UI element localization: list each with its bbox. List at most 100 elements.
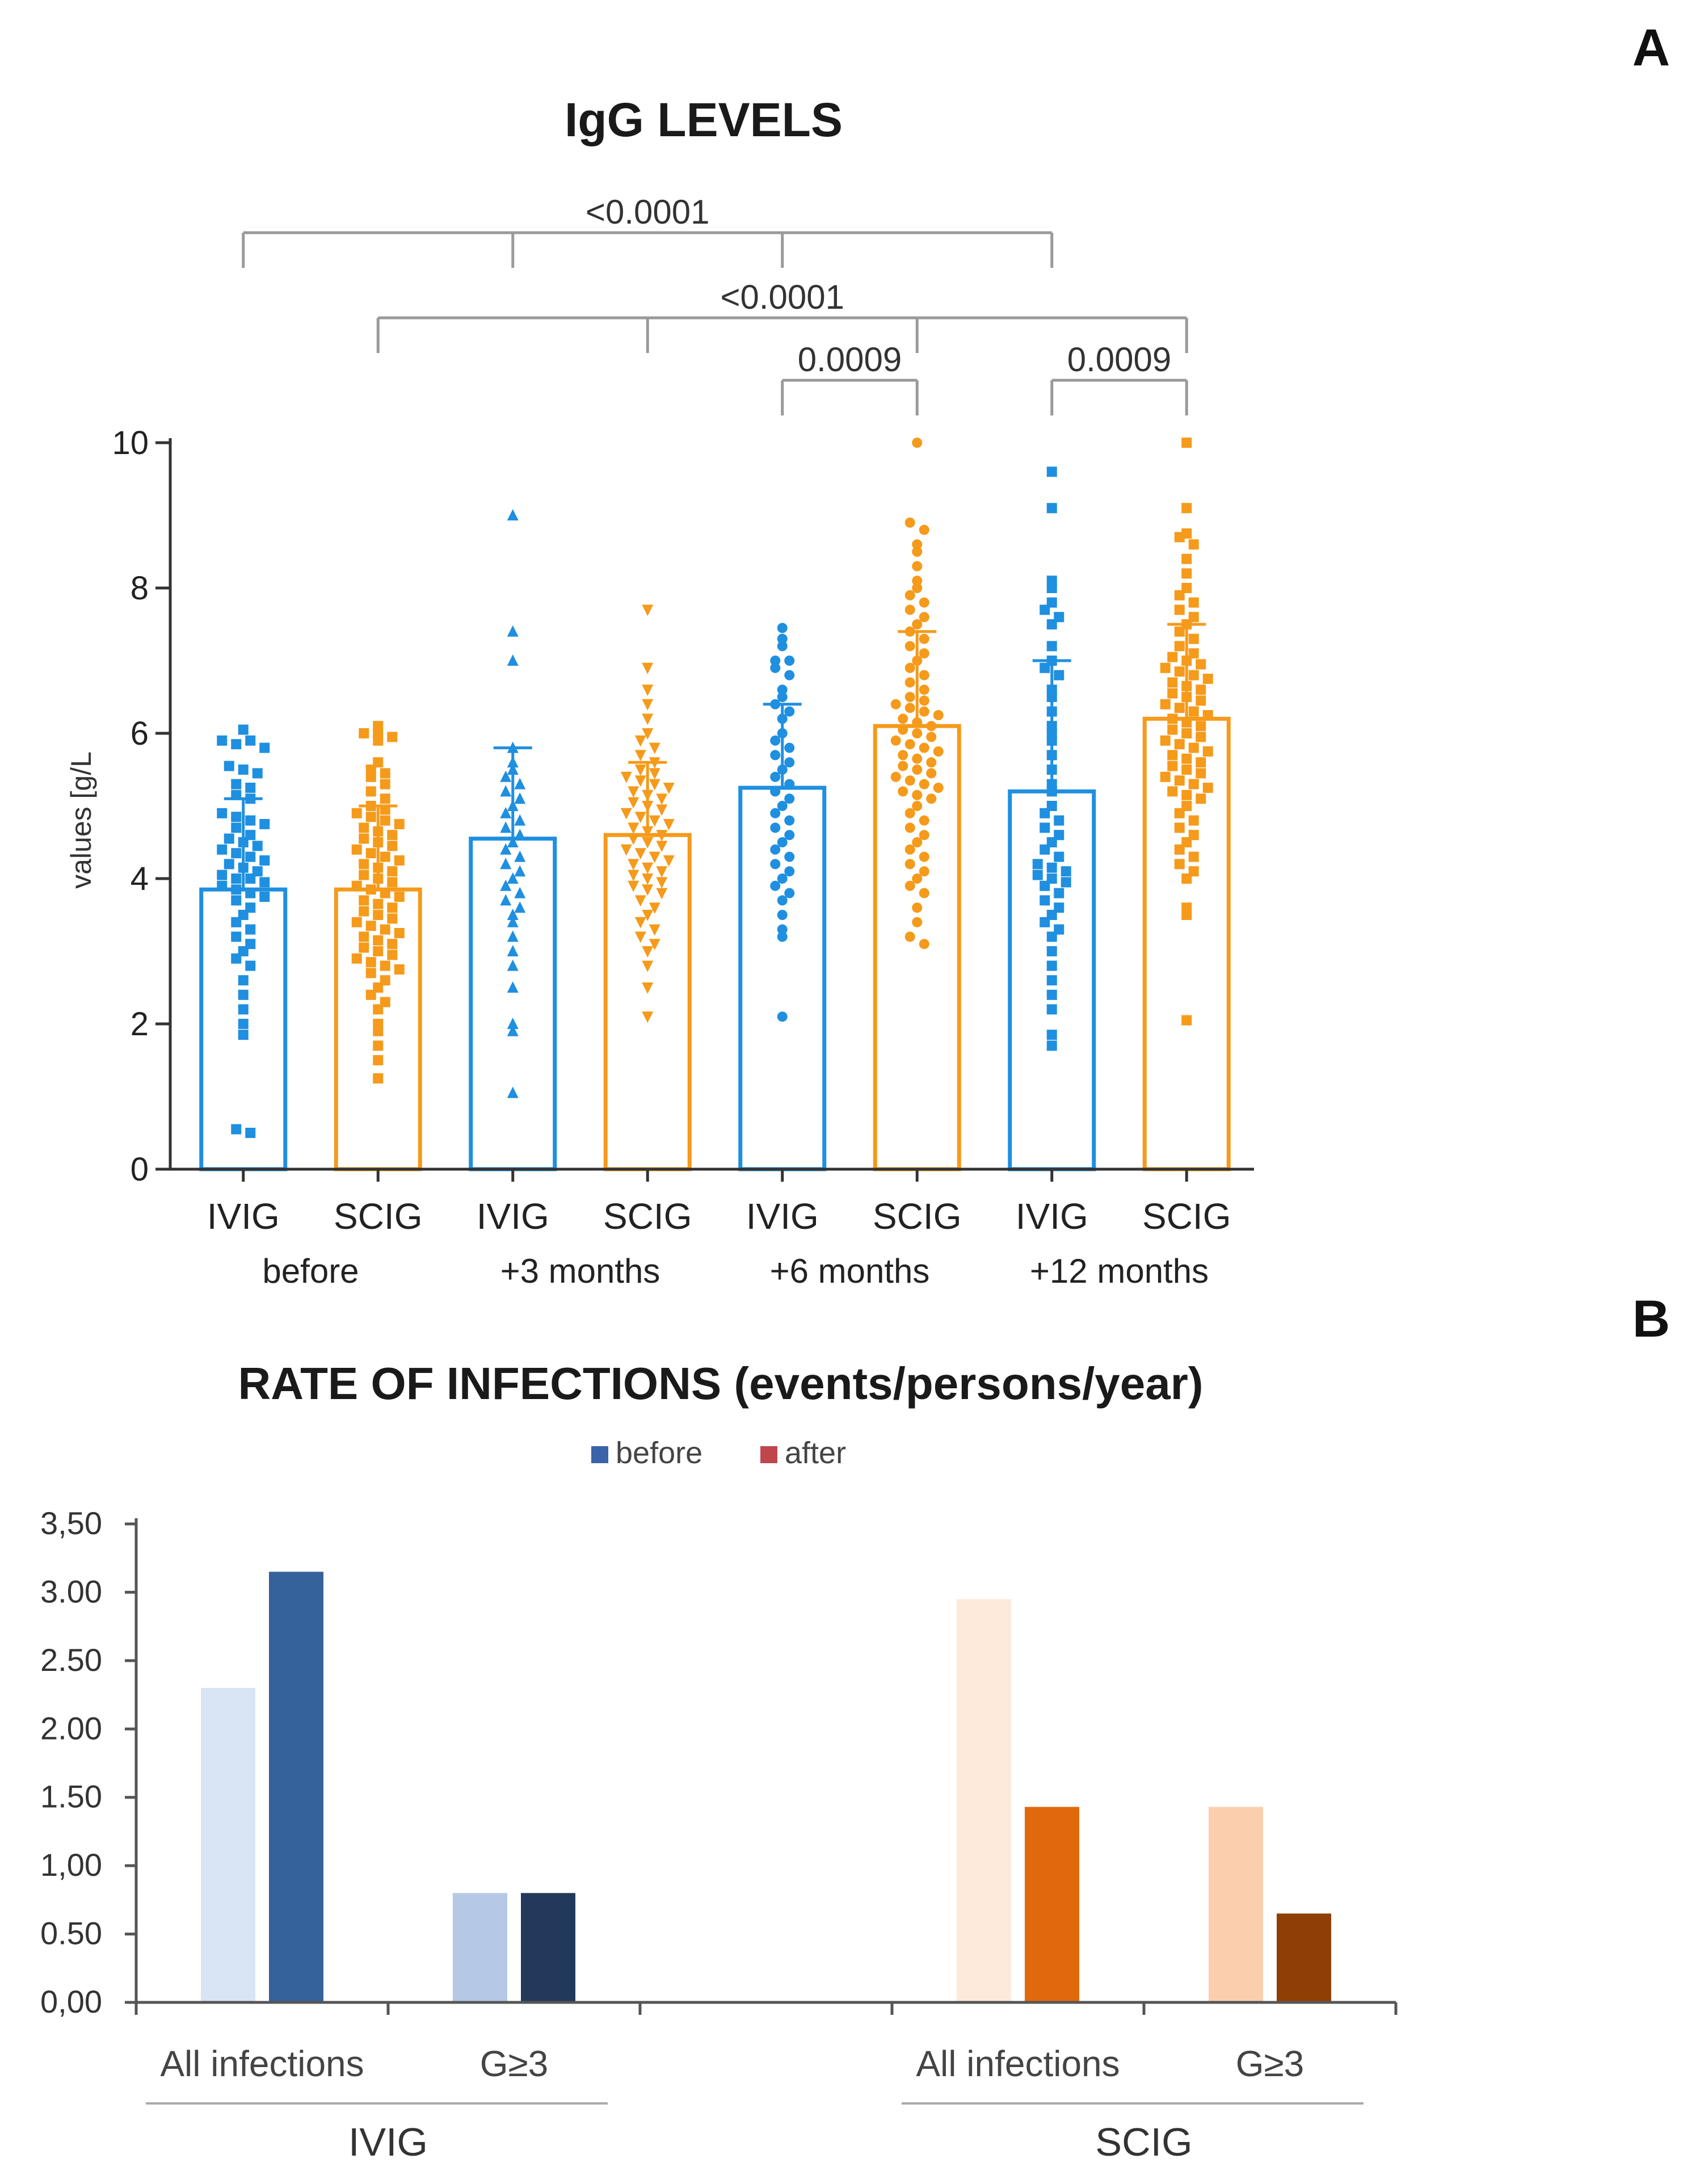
data-point [1188, 648, 1199, 659]
data-point [642, 713, 654, 725]
data-point [656, 877, 668, 889]
data-point [231, 1124, 242, 1135]
data-point [919, 670, 929, 681]
data-point [231, 779, 242, 789]
data-point [231, 739, 242, 750]
data-point [1181, 753, 1192, 764]
chart-b-axes: 0,00 0.50 1,00 1.50 2.00 2.50 3.00 3,50 All infe… [40, 1505, 1398, 2164]
bracket-p-value: 0.0009 [798, 341, 902, 379]
data-point [245, 793, 256, 804]
data-point [387, 950, 398, 960]
data-point [238, 765, 249, 775]
x-tick-label: SCIG [603, 1196, 692, 1237]
data-point [642, 873, 654, 885]
data-point [649, 851, 660, 863]
data-point [642, 801, 654, 812]
data-point [245, 888, 256, 898]
data-point [912, 561, 923, 572]
data-point [259, 855, 270, 866]
data-point [1202, 783, 1213, 793]
data-point [926, 757, 937, 768]
data-point [919, 742, 929, 753]
data-point [1188, 851, 1199, 862]
data-point [1181, 528, 1192, 539]
data-point [514, 850, 526, 862]
data-point [1167, 761, 1178, 771]
data-point [1046, 765, 1057, 775]
x-group-label: +3 months [500, 1252, 660, 1290]
data-point [919, 815, 929, 826]
data-point [770, 786, 781, 797]
data-point [926, 768, 937, 779]
data-point [1181, 1015, 1192, 1026]
data-point [1188, 830, 1199, 841]
data-point [912, 902, 923, 913]
legend-swatch-before [591, 1446, 608, 1463]
data-point [784, 706, 795, 717]
data-point [1054, 888, 1064, 898]
bar-before [453, 1893, 507, 2002]
data-point [642, 684, 654, 696]
data-point [1046, 1040, 1057, 1051]
data-point [912, 583, 923, 593]
data-point [500, 807, 512, 818]
data-point [1061, 866, 1071, 877]
data-point [904, 808, 915, 818]
data-point [919, 684, 929, 695]
data-point [373, 873, 384, 884]
data-point [351, 844, 362, 855]
data-point [904, 822, 915, 833]
data-point [231, 789, 242, 800]
data-point [217, 808, 228, 818]
data-point [784, 866, 795, 877]
b-y-tick-label: 2.50 [40, 1642, 102, 1678]
data-point [904, 604, 915, 615]
data-point [777, 633, 788, 644]
data-point [507, 1086, 519, 1098]
data-point [359, 931, 369, 942]
data-point [231, 873, 242, 884]
data-point [904, 931, 915, 942]
data-point [373, 862, 384, 873]
data-point [1181, 553, 1192, 564]
data-point [1046, 706, 1057, 717]
data-point [1046, 503, 1057, 514]
data-point [656, 804, 668, 816]
data-point [1054, 924, 1064, 935]
data-point [919, 597, 929, 608]
data-point [904, 692, 915, 702]
data-point [649, 757, 660, 769]
data-point [777, 895, 788, 906]
data-point [1046, 1004, 1057, 1015]
data-point [238, 1019, 249, 1029]
b-y-tick-label: 3.00 [40, 1573, 102, 1609]
data-point [238, 975, 249, 986]
data-point [507, 800, 519, 811]
data-point [1174, 604, 1185, 615]
data-point [1054, 670, 1064, 681]
data-point [663, 819, 675, 830]
legend-label-before: before [616, 1436, 702, 1470]
data-point [919, 633, 929, 644]
data-point [245, 924, 256, 935]
data-point [656, 866, 668, 878]
data-point [1160, 735, 1171, 746]
data-point [649, 924, 660, 936]
data-point [770, 656, 781, 666]
data-point [1046, 779, 1057, 789]
data-point [1188, 670, 1199, 681]
data-point [912, 438, 923, 448]
data-point [904, 517, 915, 528]
data-point [1160, 771, 1171, 782]
data-point [649, 939, 660, 951]
data-point [1181, 438, 1192, 448]
data-point [1181, 717, 1192, 728]
data-point [500, 770, 512, 782]
data-point [634, 931, 646, 943]
data-point [1174, 739, 1185, 750]
data-point [1188, 597, 1199, 608]
data-point [904, 775, 915, 786]
legend-swatch-after [760, 1446, 777, 1463]
data-point [642, 946, 654, 957]
data-point [1188, 866, 1199, 877]
